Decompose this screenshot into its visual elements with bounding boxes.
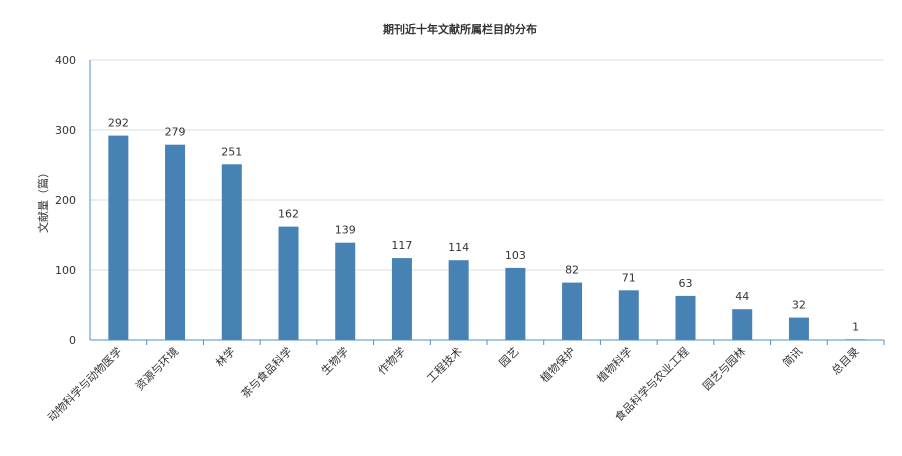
y-tick-label: 100 (55, 264, 76, 277)
gridlines (90, 59, 884, 271)
data-label: 117 (391, 239, 412, 252)
data-label: 1 (852, 320, 859, 333)
bar (618, 290, 639, 340)
x-tick-label: 园艺与园林 (700, 344, 749, 393)
y-tick-label: 300 (55, 124, 76, 137)
chart-title: 期刊近十年文献所属栏目的分布 (383, 22, 537, 36)
data-label: 251 (221, 145, 242, 158)
bar (788, 317, 809, 340)
data-label: 71 (622, 271, 636, 284)
x-tick-label: 生物学 (318, 344, 351, 377)
x-tick-label: 植物科学 (594, 344, 635, 385)
data-label: 139 (335, 224, 356, 237)
bar (221, 164, 242, 340)
x-tick-label: 工程技术 (424, 345, 464, 385)
y-tick-label: 200 (55, 194, 76, 207)
data-label: 114 (448, 241, 469, 254)
bar (675, 295, 696, 340)
bar (505, 267, 526, 340)
bar (108, 135, 129, 340)
bar (562, 282, 583, 340)
bars (108, 135, 866, 340)
bar (335, 242, 356, 340)
data-labels: 292 279 251 162 139 117 114 103 82 71 63 44 32 1 (108, 117, 859, 334)
x-tick-label: 作物学 (375, 344, 408, 377)
y-tick-label: 0 (69, 334, 76, 347)
data-label: 292 (108, 117, 129, 130)
y-axis-label: 文献量（篇） (36, 167, 50, 233)
bar (278, 226, 299, 340)
data-label: 44 (735, 290, 749, 303)
data-label: 162 (278, 208, 299, 221)
x-tick-label: 简讯 (780, 344, 805, 369)
x-tick-label: 植物保护 (537, 344, 578, 385)
bar (391, 258, 412, 340)
x-tick-label: 资源与环境 (132, 344, 181, 393)
x-tick-label: 园艺 (497, 345, 522, 370)
bar (165, 144, 186, 340)
data-label: 63 (679, 277, 693, 290)
x-tick-label: 总目录 (829, 344, 862, 377)
x-tick-label: 林学 (212, 344, 237, 369)
y-axis: 0 100 200 300 400 (55, 54, 91, 347)
bar (732, 309, 753, 340)
x-tick-label: 动物科学与动物医学 (45, 344, 125, 424)
data-label: 279 (165, 126, 186, 139)
x-tick-label: 茶与食品科学 (238, 344, 295, 401)
data-label: 32 (792, 299, 806, 312)
data-label: 82 (565, 264, 579, 277)
bar (448, 260, 469, 340)
data-label: 103 (505, 249, 526, 262)
x-axis: 动物科学与动物医学 资源与环境 林学 茶与食品科学 生物学 作物学 工程技术 园艺 植物保护 植物… (45, 339, 885, 424)
y-tick-label: 400 (55, 54, 76, 67)
